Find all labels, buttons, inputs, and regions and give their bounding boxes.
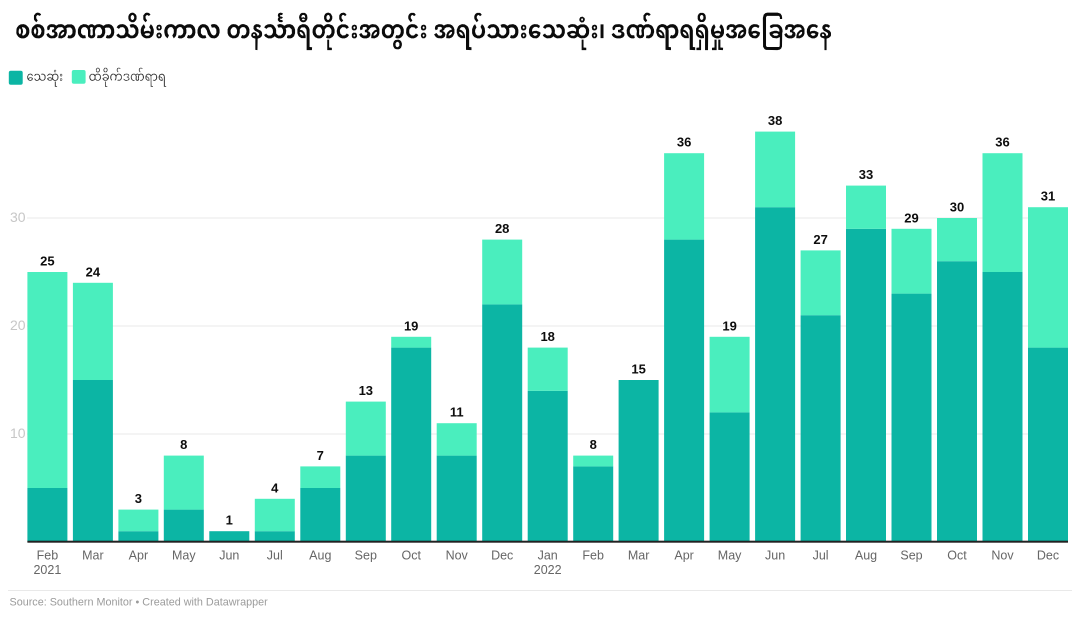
svg-text:1: 1 [226,513,233,528]
svg-text:Jan: Jan [538,549,558,563]
svg-text:Jun: Jun [765,549,785,563]
svg-text:Mar: Mar [628,549,650,563]
svg-text:Source: Southern Monitor • Cre: Source: Southern Monitor • Created with … [10,597,269,609]
svg-text:Jul: Jul [813,549,829,563]
svg-text:33: 33 [859,167,873,182]
svg-text:Apr: Apr [129,549,148,563]
svg-text:11: 11 [450,405,464,420]
svg-text:19: 19 [722,318,736,333]
svg-text:29: 29 [904,210,918,225]
svg-text:3: 3 [135,491,142,506]
svg-text:18: 18 [540,329,554,344]
svg-text:15: 15 [631,362,645,377]
svg-text:Aug: Aug [855,549,877,563]
svg-text:Jun: Jun [219,549,239,563]
svg-text:Oct: Oct [947,549,967,563]
svg-text:Mar: Mar [82,549,104,563]
svg-text:2021: 2021 [33,563,61,577]
svg-text:Nov: Nov [991,549,1014,563]
svg-text:13: 13 [359,383,373,398]
svg-text:4: 4 [271,480,279,495]
svg-text:30: 30 [10,209,26,225]
svg-text:Feb: Feb [582,549,604,563]
svg-text:19: 19 [404,318,418,333]
svg-text:31: 31 [1041,189,1055,204]
svg-text:Feb: Feb [37,549,59,563]
svg-text:Oct: Oct [401,549,421,563]
svg-text:27: 27 [813,232,827,247]
svg-text:Jul: Jul [267,549,283,563]
svg-text:May: May [172,549,196,563]
svg-text:Apr: Apr [674,549,693,563]
svg-text:7: 7 [317,448,324,463]
svg-text:24: 24 [86,264,101,279]
svg-text:20: 20 [10,317,26,333]
svg-text:30: 30 [950,200,964,215]
svg-text:Sep: Sep [355,549,377,563]
svg-text:38: 38 [768,113,782,128]
svg-text:28: 28 [495,221,509,236]
svg-text:10: 10 [10,425,26,441]
svg-text:Aug: Aug [309,549,331,563]
svg-text:25: 25 [40,254,54,269]
svg-text:36: 36 [995,135,1009,150]
svg-text:8: 8 [590,437,597,452]
svg-text:8: 8 [180,437,187,452]
svg-text:Dec: Dec [1037,549,1059,563]
svg-text:Nov: Nov [446,549,469,563]
svg-text:May: May [718,549,742,563]
svg-text:Sep: Sep [900,549,922,563]
svg-text:2022: 2022 [534,563,562,577]
svg-text:36: 36 [677,135,691,150]
svg-text:Dec: Dec [491,549,513,563]
